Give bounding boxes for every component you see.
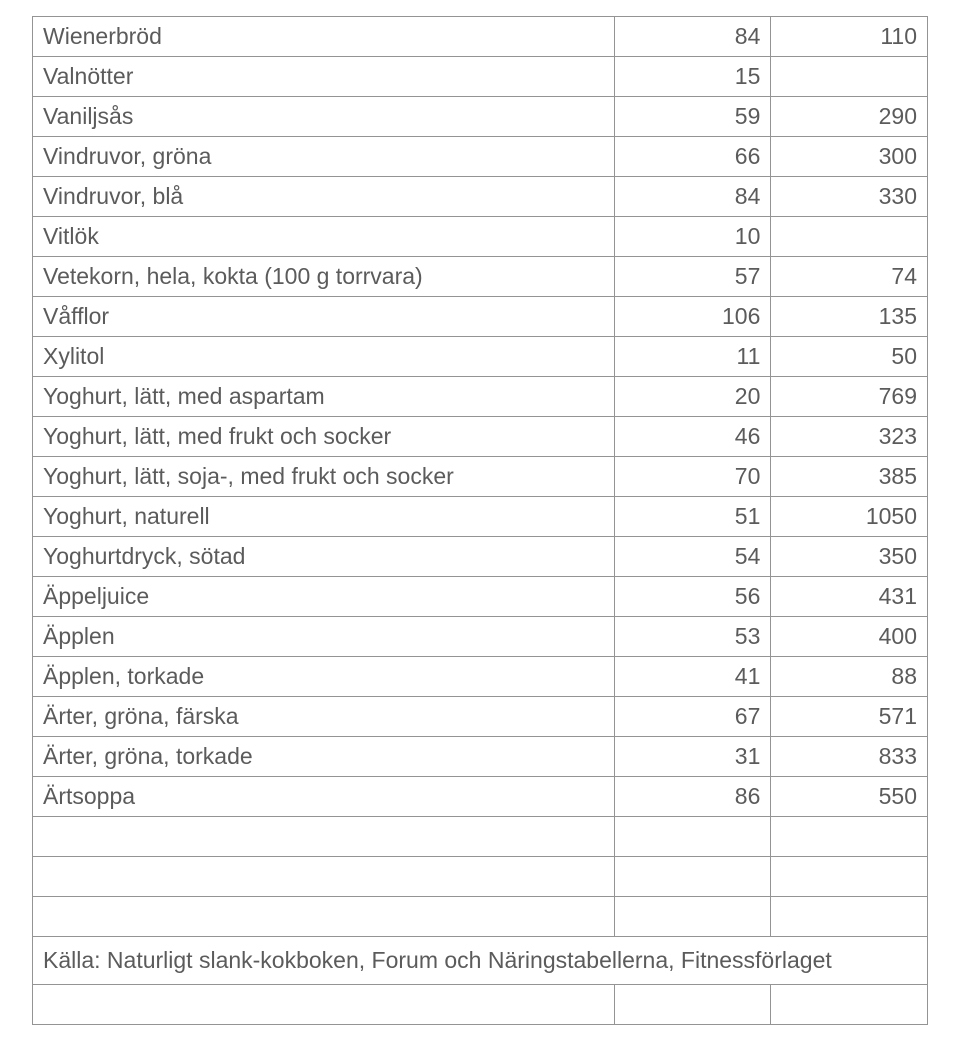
cell-col1 (614, 897, 771, 937)
empty-cell (614, 985, 771, 1025)
cell-col2: 323 (771, 417, 928, 457)
cell-col1: 31 (614, 737, 771, 777)
table-row (33, 897, 928, 937)
cell-name: Äpplen, torkade (33, 657, 615, 697)
source-note: Källa: Naturligt slank-kokboken, Forum o… (33, 937, 928, 985)
cell-name: Ärtsoppa (33, 777, 615, 817)
cell-col1: 15 (614, 57, 771, 97)
cell-col2 (771, 817, 928, 857)
cell-col1: 86 (614, 777, 771, 817)
cell-col1: 53 (614, 617, 771, 657)
cell-name: Yoghurt, lätt, med aspartam (33, 377, 615, 417)
table-row: Yoghurtdryck, sötad54350 (33, 537, 928, 577)
cell-col1: 57 (614, 257, 771, 297)
cell-name: Valnötter (33, 57, 615, 97)
table-row: Ärtsoppa86550 (33, 777, 928, 817)
cell-col1: 70 (614, 457, 771, 497)
table-row: Ärter, gröna, torkade31833 (33, 737, 928, 777)
cell-col2: 74 (771, 257, 928, 297)
table-row: Yoghurt, lätt, med frukt och socker46323 (33, 417, 928, 457)
table-row: Yoghurt, naturell511050 (33, 497, 928, 537)
cell-col2: 290 (771, 97, 928, 137)
cell-col1: 51 (614, 497, 771, 537)
cell-col1: 66 (614, 137, 771, 177)
cell-col2 (771, 897, 928, 937)
table-row: Äppeljuice56431 (33, 577, 928, 617)
cell-name: Vetekorn, hela, kokta (100 g torrvara) (33, 257, 615, 297)
empty-cell (33, 985, 615, 1025)
cell-col2: 350 (771, 537, 928, 577)
cell-name: Vindruvor, gröna (33, 137, 615, 177)
table-row: Våfflor106135 (33, 297, 928, 337)
cell-col2: 550 (771, 777, 928, 817)
cell-col1: 46 (614, 417, 771, 457)
cell-name: Ärter, gröna, färska (33, 697, 615, 737)
cell-col2: 50 (771, 337, 928, 377)
cell-name: Yoghurt, lätt, soja-, med frukt och sock… (33, 457, 615, 497)
cell-name (33, 817, 615, 857)
cell-col1 (614, 817, 771, 857)
data-table: Wienerbröd84110Valnötter15 Vaniljsås5929… (32, 16, 928, 1025)
cell-col2: 400 (771, 617, 928, 657)
table-row: Vindruvor, blå84330 (33, 177, 928, 217)
table-row (33, 985, 928, 1025)
cell-col1: 56 (614, 577, 771, 617)
cell-col2: 135 (771, 297, 928, 337)
table-row: Wienerbröd84110 (33, 17, 928, 57)
cell-name: Wienerbröd (33, 17, 615, 57)
cell-name (33, 857, 615, 897)
cell-col1: 106 (614, 297, 771, 337)
cell-col2 (771, 217, 928, 257)
table-row: Vindruvor, gröna66300 (33, 137, 928, 177)
cell-col1: 20 (614, 377, 771, 417)
cell-name (33, 897, 615, 937)
cell-name: Yoghurt, naturell (33, 497, 615, 537)
table-row: Vaniljsås59290 (33, 97, 928, 137)
cell-col1: 84 (614, 177, 771, 217)
cell-name: Vaniljsås (33, 97, 615, 137)
cell-name: Xylitol (33, 337, 615, 377)
cell-col1: 59 (614, 97, 771, 137)
cell-col1: 84 (614, 17, 771, 57)
table-row: Äpplen53400 (33, 617, 928, 657)
table-row: Ärter, gröna, färska67571 (33, 697, 928, 737)
cell-name: Yoghurt, lätt, med frukt och socker (33, 417, 615, 457)
cell-name: Yoghurtdryck, sötad (33, 537, 615, 577)
table-row (33, 817, 928, 857)
table-row (33, 857, 928, 897)
cell-name: Vindruvor, blå (33, 177, 615, 217)
table-row: Äpplen, torkade4188 (33, 657, 928, 697)
table-row: Valnötter15 (33, 57, 928, 97)
cell-col2: 769 (771, 377, 928, 417)
cell-col1: 41 (614, 657, 771, 697)
cell-col2: 833 (771, 737, 928, 777)
table-row: Vitlök10 (33, 217, 928, 257)
table-row: Xylitol1150 (33, 337, 928, 377)
cell-name: Äppeljuice (33, 577, 615, 617)
table-row: Yoghurt, lätt, med aspartam20769 (33, 377, 928, 417)
cell-col1: 10 (614, 217, 771, 257)
cell-col2: 300 (771, 137, 928, 177)
cell-name: Vitlök (33, 217, 615, 257)
table-row: Vetekorn, hela, kokta (100 g torrvara)57… (33, 257, 928, 297)
cell-col1: 54 (614, 537, 771, 577)
cell-col1: 67 (614, 697, 771, 737)
cell-col2: 431 (771, 577, 928, 617)
cell-name: Äpplen (33, 617, 615, 657)
cell-col2: 571 (771, 697, 928, 737)
cell-col2: 330 (771, 177, 928, 217)
cell-col2 (771, 57, 928, 97)
cell-col2: 385 (771, 457, 928, 497)
cell-col1 (614, 857, 771, 897)
cell-col1: 11 (614, 337, 771, 377)
table-row: Yoghurt, lätt, soja-, med frukt och sock… (33, 457, 928, 497)
table-footer-row: Källa: Naturligt slank-kokboken, Forum o… (33, 937, 928, 985)
cell-name: Ärter, gröna, torkade (33, 737, 615, 777)
empty-cell (771, 985, 928, 1025)
cell-col2 (771, 857, 928, 897)
cell-name: Våfflor (33, 297, 615, 337)
cell-col2: 88 (771, 657, 928, 697)
cell-col2: 1050 (771, 497, 928, 537)
cell-col2: 110 (771, 17, 928, 57)
